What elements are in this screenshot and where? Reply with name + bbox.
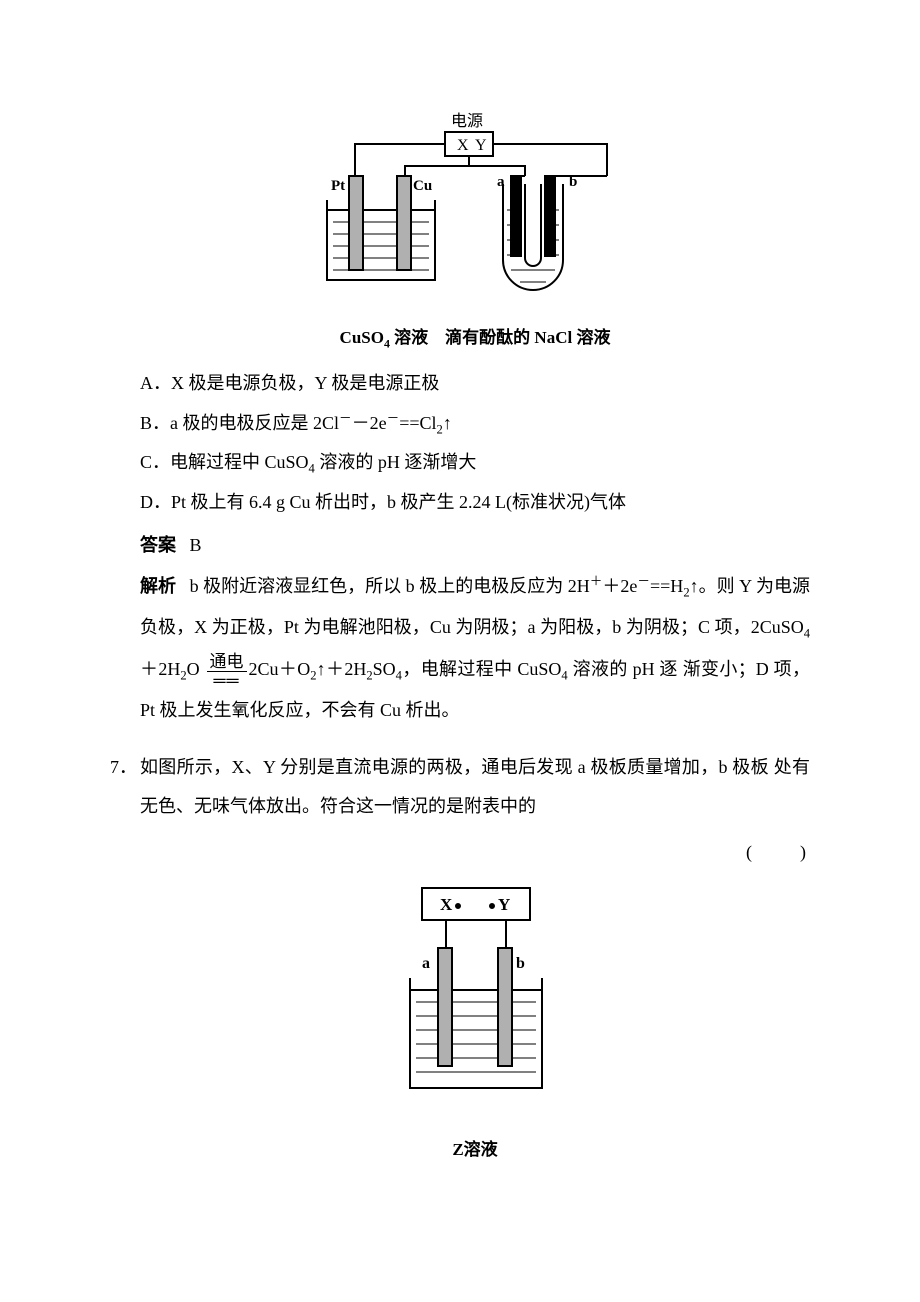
svg-text:Y: Y (498, 895, 510, 914)
diagram-2: X Y (140, 882, 810, 1168)
svg-text:Y: Y (475, 137, 487, 154)
answer-value: B (190, 535, 202, 555)
svg-text:a: a (422, 955, 430, 972)
q7-number: 7． (110, 748, 140, 788)
electrolysis-diagram-1: X Y 电源 (325, 110, 625, 300)
power-label: 电源 (451, 112, 483, 130)
diagram-1: X Y 电源 (140, 110, 810, 356)
svg-text:b: b (516, 955, 525, 972)
svg-text:Cu: Cu (413, 178, 432, 194)
q7-body: 如图所示，X、Y 分别是直流电源的两极，通电后发现 a 极板质量增加，b 极板 … (140, 748, 810, 827)
svg-text:a: a (497, 174, 505, 190)
choice-d: D．Pt 极上有 6.4 g Cu 析出时，b 极产生 2.24 L(标准状况)… (140, 483, 810, 523)
svg-text:X: X (457, 137, 469, 154)
electrolysis-arrow: 通电 ══ (207, 653, 247, 689)
electrolysis-diagram-2: X Y (380, 882, 570, 1112)
question-7: 7． 如图所示，X、Y 分别是直流电源的两极，通电后发现 a 极板质量增加，b … (140, 748, 810, 827)
choices-block: A．X 极是电源负极，Y 极是电源正极 B．a 极的电极反应是 2Cl－－2e－… (140, 364, 810, 522)
diagram-2-caption: Z溶液 (140, 1131, 810, 1168)
answer-line: 答案 B (140, 526, 810, 566)
svg-text:b: b (569, 174, 577, 190)
explain-label: 解析 (140, 576, 176, 596)
diagram-1-caption: CuSO4 溶液 滴有酚酞的 NaCl 溶液 (140, 319, 810, 356)
q7-paren: ( ) (140, 833, 810, 873)
explanation: 解析 b 极附近溶液显红色，所以 b 极上的电极反应为 2H＋＋2e－==H2↑… (140, 566, 810, 732)
choice-a: A．X 极是电源负极，Y 极是电源正极 (140, 364, 810, 404)
choice-b: B．a 极的电极反应是 2Cl－－2e－==Cl2↑ (140, 404, 810, 444)
page: X Y 电源 (0, 0, 920, 1232)
answer-label: 答案 (140, 535, 176, 555)
svg-text:X: X (440, 895, 453, 914)
choice-c: C．电解过程中 CuSO4 溶液的 pH 逐渐增大 (140, 443, 810, 483)
svg-text:Pt: Pt (331, 178, 345, 194)
